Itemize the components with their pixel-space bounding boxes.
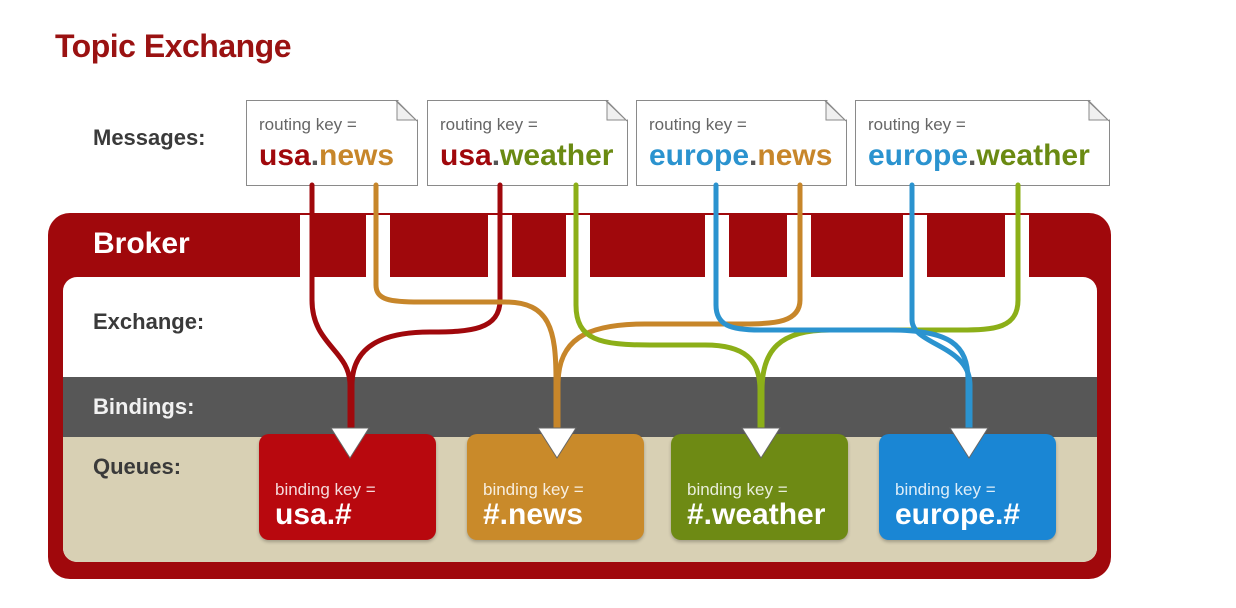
arrow-down-icon xyxy=(949,427,989,459)
exchange-label: Exchange: xyxy=(93,309,205,334)
routing-key-part2: news xyxy=(757,139,833,172)
route-usa-weather-to-weather xyxy=(573,182,763,431)
message-usa-news: routing key = usa.news xyxy=(246,100,418,186)
broker-title: Broker xyxy=(93,227,190,260)
routing-key-caption: routing key = xyxy=(440,115,538,134)
message-usa-weather: routing key = usa.weather xyxy=(427,100,628,186)
routing-key-part1: usa xyxy=(259,139,311,172)
route-usa-weather-to-usa xyxy=(349,182,503,431)
routing-key-caption: routing key = xyxy=(868,115,966,134)
routing-key-part2: weather xyxy=(976,139,1090,172)
binding-key-caption: binding key = xyxy=(687,480,788,499)
queue-usa: binding key = usa.# xyxy=(259,434,436,540)
routing-key-dot: . xyxy=(491,139,501,172)
routing-key-part1: usa xyxy=(440,139,492,172)
binding-key-value: #.news xyxy=(483,498,584,531)
route-usa-news-to-news xyxy=(373,182,559,431)
route-europe-news-to-news xyxy=(555,182,803,431)
binding-key-value: europe.# xyxy=(895,498,1021,531)
routing-key-dot: . xyxy=(968,139,977,172)
arrow-down-icon xyxy=(537,427,577,459)
routing-key-dot: . xyxy=(310,139,320,172)
message-europe-news: routing key = europe.news xyxy=(636,100,847,186)
route-europe-weather-to-europe xyxy=(909,182,973,431)
routing-key-part2: weather xyxy=(500,139,614,172)
routing-key-value: europe.news xyxy=(649,139,832,173)
message-europe-weather: routing key = europe.weather xyxy=(855,100,1110,186)
queues-label: Queues: xyxy=(93,454,182,479)
routing-key-part1: europe xyxy=(868,139,969,172)
broker-slot xyxy=(903,215,927,277)
bindings-band xyxy=(63,377,1097,437)
arrow-down-icon xyxy=(330,427,370,459)
binding-key-value: usa.# xyxy=(275,498,352,531)
routing-key-part1: europe xyxy=(649,139,750,172)
binding-key-caption: binding key = xyxy=(275,480,376,499)
binding-key-caption: binding key = xyxy=(483,480,584,499)
routing-key-part2: news xyxy=(319,139,395,172)
page-title: Topic Exchange xyxy=(55,28,292,64)
arrow-down-icon xyxy=(741,427,781,459)
routing-key-value: usa.news xyxy=(259,139,394,173)
binding-key-value: #.weather xyxy=(687,498,826,531)
binding-key-caption: binding key = xyxy=(895,480,996,499)
queue-europe: binding key = europe.# xyxy=(879,434,1056,540)
broker-slot xyxy=(300,215,312,277)
routing-key-value: europe.weather xyxy=(868,139,1090,173)
route-usa-news-to-usa xyxy=(309,182,353,431)
routing-key-dot: . xyxy=(749,139,758,172)
routing-key-caption: routing key = xyxy=(259,115,357,134)
messages-label: Messages: xyxy=(93,125,206,150)
routing-key-caption: routing key = xyxy=(649,115,747,134)
bindings-label: Bindings: xyxy=(93,394,195,419)
route-europe-news-to-europe xyxy=(713,182,971,431)
routing-key-value: usa.weather xyxy=(440,139,613,173)
